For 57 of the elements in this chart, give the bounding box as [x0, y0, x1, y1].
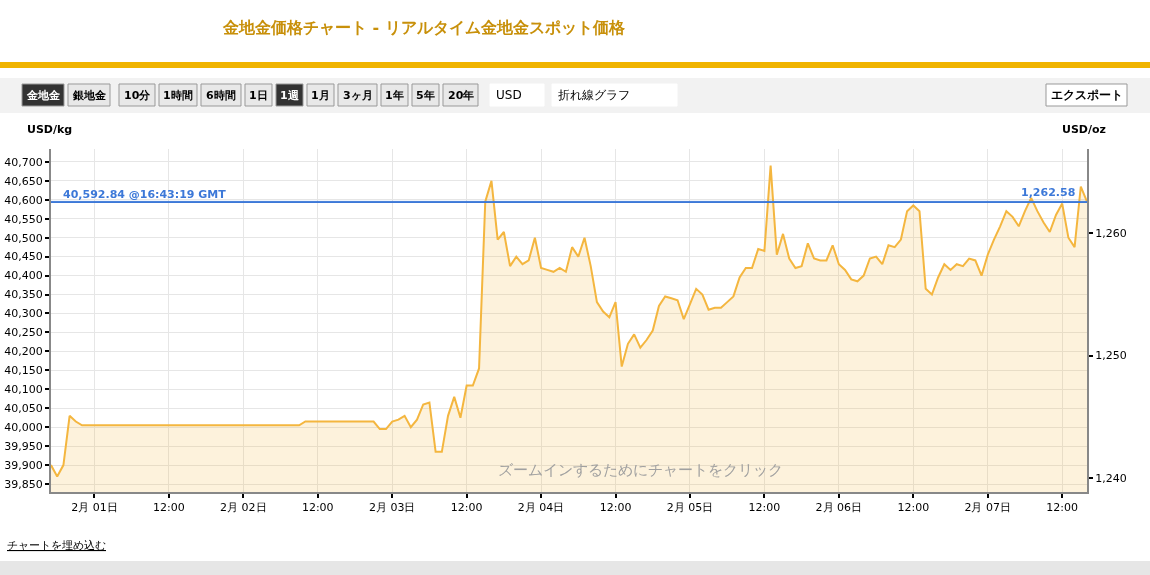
y-tick-label: 40,150 [4, 364, 43, 378]
x-tick-label: 2月 01日 [71, 501, 118, 515]
text: 折れ線グラフ [558, 88, 630, 102]
y2-axis-title: USD/oz [1062, 123, 1106, 136]
y-tick-label: 39,900 [4, 458, 43, 472]
text: 10分 [124, 89, 152, 102]
text: 1週 [280, 89, 300, 102]
x-tick-label: 2月 02日 [220, 501, 267, 515]
x-tick-label: 2月 06日 [815, 501, 863, 515]
y2-tick-label: 1,240 [1095, 471, 1127, 485]
y-tick-label: 39,850 [4, 477, 43, 491]
y-tick-label: 40,000 [4, 421, 43, 435]
ref-line-label: 40,592.84 @16:43:19 GMT [63, 188, 227, 201]
x-tick-label: 12:00 [301, 501, 334, 515]
y-tick-label: 40,350 [4, 288, 43, 302]
y-tick-label: 40,400 [4, 269, 43, 283]
annotation: ズームインするためにチャートをクリック [498, 461, 783, 479]
text: 5年 [416, 89, 435, 102]
text: 6時間 [206, 89, 236, 102]
x-tick-label: 12:00 [450, 501, 483, 515]
ref-line-label: 1,262.58 [1021, 186, 1076, 199]
text: チャートを埋め込む [7, 539, 106, 552]
y-tick-label: 40,600 [4, 193, 43, 207]
chart-title: 金地金価格チャート - リアルタイム金地金スポット価格 [222, 18, 626, 37]
text: 金地金 [26, 89, 61, 102]
y-tick-label: 40,300 [4, 307, 43, 321]
y-tick-label: 40,650 [4, 174, 43, 188]
text: 1年 [385, 89, 404, 102]
x-tick-label: 12:00 [153, 501, 185, 515]
y-tick-label: 40,550 [4, 212, 43, 226]
y-tick-label: 39,950 [4, 439, 43, 453]
text: 3ヶ月 [343, 89, 373, 102]
x-tick-label: 2月 07日 [964, 501, 1011, 515]
y-tick-label: 40,050 [4, 402, 43, 416]
x-tick-label: 12:00 [748, 501, 781, 515]
x-tick-label: 2月 05日 [666, 501, 714, 515]
y-tick-label: 40,100 [4, 383, 43, 397]
text: 1日 [249, 89, 268, 102]
y-tick-label: 40,200 [4, 345, 43, 359]
x-tick-label: 2月 04日 [517, 501, 565, 515]
x-tick-label: 2月 03日 [368, 501, 416, 515]
y2-tick-label: 1,260 [1095, 226, 1127, 240]
text: USD [496, 88, 522, 102]
x-tick-label: 12:00 [599, 501, 632, 515]
text: エクスポート [1051, 88, 1123, 102]
text: 銀地金 [72, 89, 107, 102]
y-tick-label: 40,700 [4, 155, 43, 169]
y-axis-title: USD/kg [27, 123, 73, 136]
x-tick-label: 12:00 [897, 501, 930, 515]
y-tick-label: 40,250 [4, 326, 43, 340]
x-tick-label: 12:00 [1046, 501, 1079, 515]
y2-tick-label: 1,250 [1095, 349, 1127, 363]
text: 20年 [448, 89, 475, 102]
text: 1月 [311, 89, 330, 102]
y-tick-label: 40,500 [4, 231, 43, 245]
y-tick-label: 40,450 [4, 250, 43, 264]
text: 1時間 [163, 89, 193, 102]
